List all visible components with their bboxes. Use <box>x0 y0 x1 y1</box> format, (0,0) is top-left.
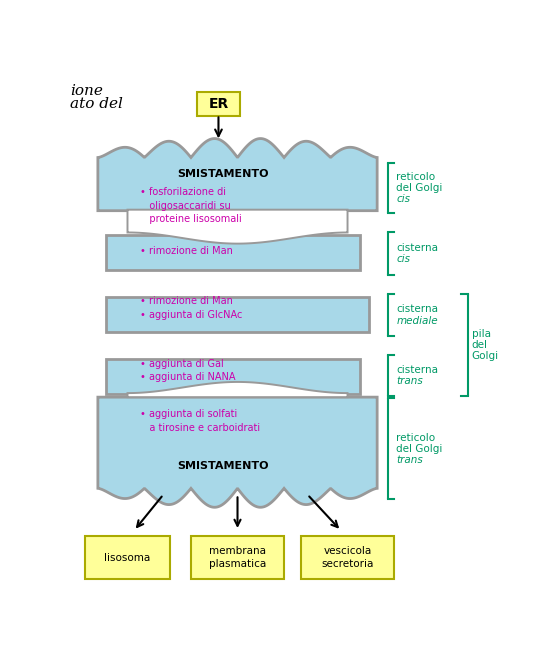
Text: lisosoma: lisosoma <box>104 553 151 563</box>
Polygon shape <box>106 235 360 270</box>
Polygon shape <box>128 382 348 397</box>
Text: pila: pila <box>472 328 490 339</box>
Text: ER: ER <box>209 97 229 111</box>
Text: cis: cis <box>396 194 410 204</box>
Polygon shape <box>128 210 348 243</box>
Text: trans: trans <box>396 376 423 386</box>
Text: vescicola
secretoria: vescicola secretoria <box>322 546 373 569</box>
Text: • fosforilazione di
   oligosaccaridi su
   proteine lisosomali: • fosforilazione di oligosaccaridi su pr… <box>140 188 242 224</box>
Text: • rimozione di Man: • rimozione di Man <box>140 246 233 256</box>
Text: cisterna: cisterna <box>396 243 438 253</box>
Text: del Golgi: del Golgi <box>396 444 443 454</box>
Text: trans: trans <box>396 455 423 465</box>
Polygon shape <box>106 359 360 394</box>
Text: cisterna: cisterna <box>396 305 438 315</box>
Text: cis: cis <box>396 255 410 265</box>
Text: Golgi: Golgi <box>472 351 498 361</box>
Text: ato del: ato del <box>70 97 123 111</box>
Text: ione: ione <box>70 84 103 98</box>
FancyBboxPatch shape <box>191 536 284 579</box>
Text: del: del <box>472 340 488 349</box>
Text: SMISTAMENTO: SMISTAMENTO <box>177 169 269 179</box>
Polygon shape <box>98 139 377 211</box>
Text: SMISTAMENTO: SMISTAMENTO <box>177 461 269 470</box>
Text: • aggiunta di solfati
   a tirosine e carboidrati: • aggiunta di solfati a tirosine e carbo… <box>140 409 260 432</box>
FancyBboxPatch shape <box>197 92 240 116</box>
Polygon shape <box>106 297 369 332</box>
FancyBboxPatch shape <box>301 536 394 579</box>
Text: del Golgi: del Golgi <box>396 183 443 193</box>
Text: membrana
plasmatica: membrana plasmatica <box>209 546 266 569</box>
Text: reticolo: reticolo <box>396 172 435 182</box>
Polygon shape <box>98 397 377 507</box>
FancyBboxPatch shape <box>85 536 170 579</box>
Text: reticolo: reticolo <box>396 433 435 443</box>
Text: cisterna: cisterna <box>396 365 438 375</box>
Text: • aggiunta di Gal
• aggiunta di NANA: • aggiunta di Gal • aggiunta di NANA <box>140 359 236 382</box>
Text: • rimozione di Man
• aggiunta di GlcNAc: • rimozione di Man • aggiunta di GlcNAc <box>140 296 242 320</box>
Text: mediale: mediale <box>396 316 438 326</box>
